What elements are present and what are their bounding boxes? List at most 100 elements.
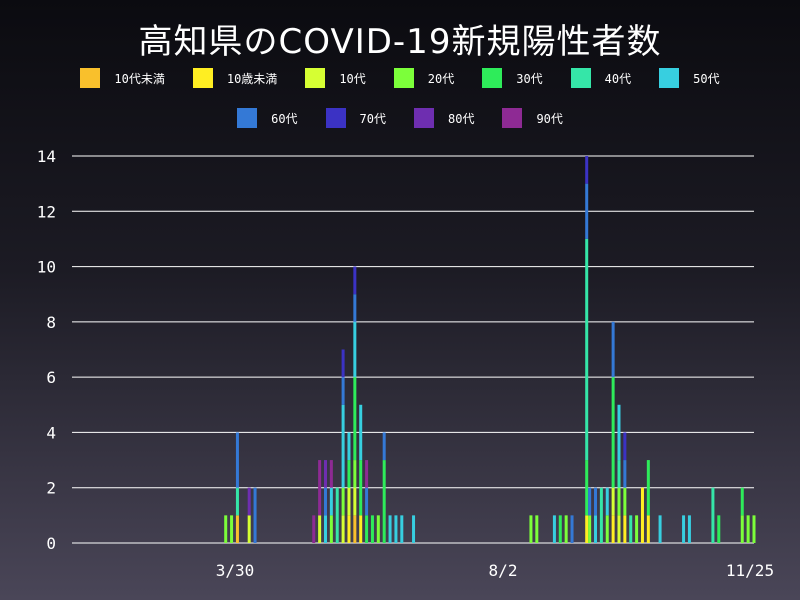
- bar-segment: [617, 404, 621, 461]
- bar-segment: [359, 460, 363, 516]
- bar-segment: [558, 515, 562, 543]
- bar-segment: [752, 515, 756, 543]
- bar-segment: [318, 515, 322, 543]
- chart-title: 高知県のCOVID-19新規陽性者数: [138, 22, 662, 62]
- legend-item-10s: 10代: [305, 68, 366, 88]
- bar-segment: [682, 515, 686, 543]
- legend-label-90s: 90代: [536, 111, 563, 126]
- bar-segment: [365, 515, 369, 543]
- bar-segment: [359, 515, 363, 543]
- bar-segment: [370, 515, 374, 543]
- legend-swatch-under10: [80, 68, 101, 88]
- bar-segment: [347, 515, 351, 543]
- bar-segment: [323, 487, 327, 516]
- bar-segment: [611, 515, 615, 543]
- bar-segment: [335, 487, 339, 543]
- bar-segment: [235, 432, 239, 488]
- bar-segment: [611, 487, 615, 516]
- bar-segment: [323, 460, 327, 488]
- bar-segment: [341, 487, 345, 516]
- bar-segment: [570, 515, 574, 543]
- legend-item-70s: 70代: [325, 108, 386, 128]
- bar-segment: [711, 487, 715, 543]
- bar-segment: [341, 349, 345, 378]
- bar-segment: [353, 377, 357, 461]
- bar-segment: [365, 460, 369, 488]
- bar-segment: [353, 515, 357, 543]
- bar-segment: [312, 515, 316, 543]
- bar-segment: [605, 515, 609, 543]
- y-tick-label: 0: [46, 534, 56, 553]
- legend-row-2: 60代 70代 80代 90代: [0, 108, 800, 128]
- bar-segment: [329, 460, 333, 488]
- x-tick-label: 3/30: [216, 561, 255, 580]
- bar-segment: [347, 487, 351, 516]
- bar-segment: [594, 487, 598, 516]
- bar-segment: [611, 377, 615, 488]
- legend-label-under10: 10代未満: [114, 71, 165, 86]
- legend-row-1: 10代未満 10歳未満 10代 20代 30代 40代 50代: [0, 68, 800, 88]
- legend-label-50s: 50代: [693, 71, 720, 86]
- bar-segment: [594, 515, 598, 543]
- legend-swatch-30s: [482, 68, 503, 88]
- bar-segment: [235, 515, 239, 543]
- bar-segment: [341, 515, 345, 543]
- y-tick-label: 6: [46, 368, 56, 387]
- bar-segment: [623, 487, 627, 516]
- bar-segment: [224, 515, 228, 543]
- y-tick-label: 14: [37, 147, 56, 166]
- x-tick-label: 8/2: [489, 561, 518, 580]
- bar-segment: [318, 460, 322, 516]
- legend-item-30s: 30代: [482, 68, 543, 88]
- bar-segment: [341, 377, 345, 405]
- legend-swatch-10s: [305, 68, 326, 88]
- legend-label-10s: 10代: [339, 71, 366, 86]
- bar-segment: [353, 460, 357, 488]
- bar-segment: [629, 515, 633, 543]
- bar-segment: [323, 515, 327, 543]
- bar-segment: [400, 515, 404, 543]
- legend-item-under10-age: 10歳未満: [192, 68, 277, 88]
- bar-segment: [253, 487, 257, 543]
- legend-item-80s: 80代: [414, 108, 474, 128]
- bar-segment: [617, 515, 621, 543]
- legend-swatch-70s: [325, 108, 346, 128]
- bar-segment: [353, 294, 357, 322]
- y-tick-label: 12: [37, 202, 56, 221]
- bar-segment: [376, 515, 380, 543]
- legend-swatch-under10-age: [192, 68, 213, 88]
- bar-segment: [611, 321, 615, 378]
- bar-segment: [347, 432, 351, 461]
- bar-segment: [329, 515, 333, 543]
- bar-segment: [412, 515, 416, 543]
- legend-swatch-20s: [393, 68, 414, 88]
- bar-segment: [640, 487, 644, 543]
- bar-segment: [617, 487, 621, 516]
- bar-segment: [740, 487, 744, 516]
- bar-segment: [564, 515, 568, 543]
- bar-segment: [585, 156, 589, 184]
- bar-segment: [585, 460, 589, 516]
- bar-segment: [588, 515, 592, 543]
- bar-segment: [353, 266, 357, 295]
- bar-segment: [687, 515, 691, 543]
- legend-label-70s: 70代: [359, 111, 386, 126]
- bar-segment: [617, 460, 621, 488]
- bar-segment: [605, 487, 609, 516]
- bar-segment: [623, 515, 627, 543]
- legend-label-60s: 60代: [271, 111, 298, 126]
- bar-segment: [359, 404, 363, 461]
- bar-segment: [635, 515, 639, 543]
- bar-segment: [585, 183, 589, 239]
- bar-segment: [388, 515, 392, 543]
- bar-segment: [382, 432, 386, 461]
- y-tick-label: 8: [46, 313, 56, 332]
- bar-segment: [740, 515, 744, 543]
- bar-segment: [347, 460, 351, 488]
- bar-segment: [353, 321, 357, 378]
- y-tick-label: 4: [46, 423, 56, 442]
- legend-item-60s: 60代: [237, 108, 298, 128]
- bar-segment: [646, 515, 650, 543]
- bar-segment: [599, 487, 603, 543]
